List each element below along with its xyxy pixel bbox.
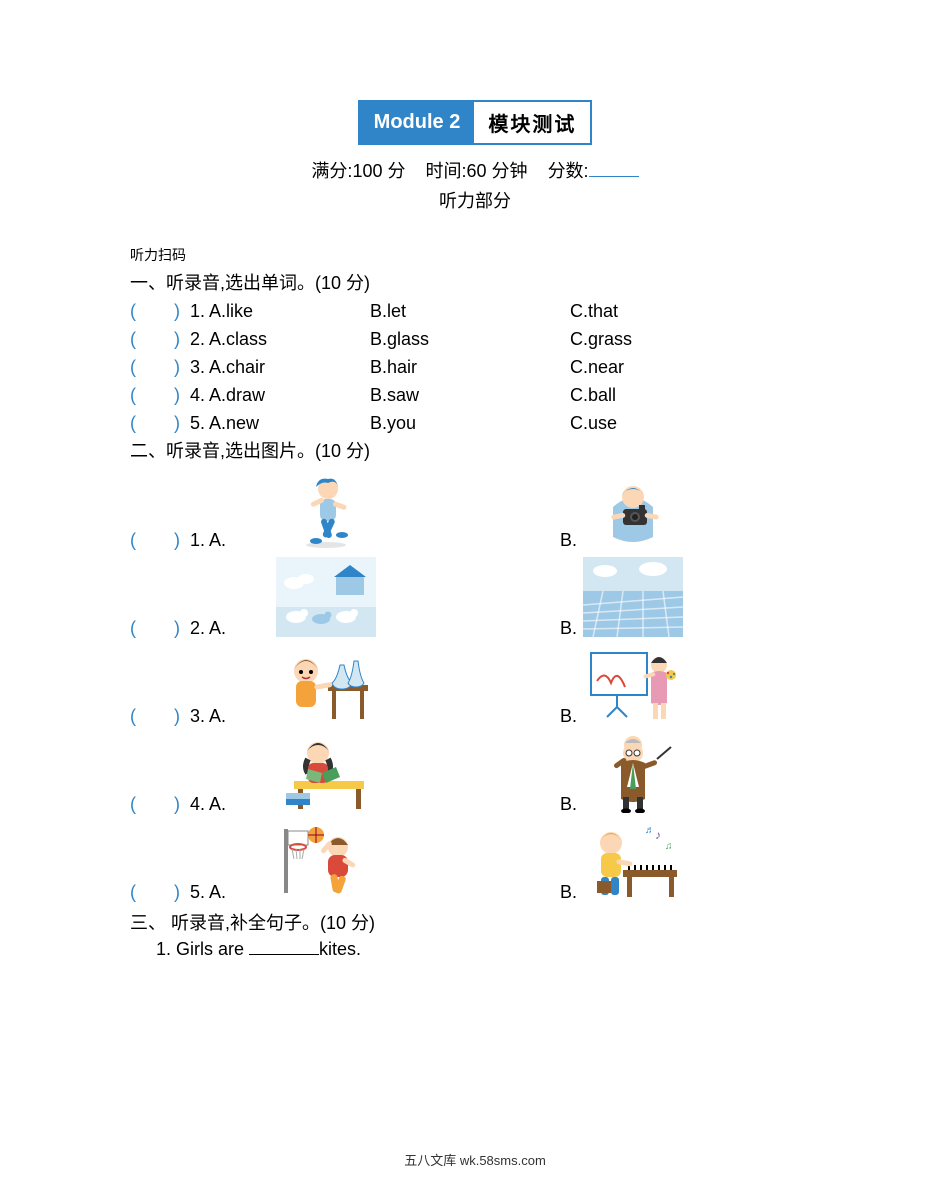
- score-label: 分数:: [548, 161, 589, 181]
- girl-reading-icon: [276, 733, 376, 813]
- q2-row: ()5. A. B. ♪ ♫ ♬: [130, 821, 820, 903]
- module-banner: Module 2 模块测试: [130, 100, 820, 145]
- paren-open: (: [130, 882, 146, 903]
- paren-open: (: [130, 297, 146, 325]
- q2-rows: ()1. A. B. ()2. A. B. ()3. A.: [130, 469, 820, 903]
- module-left: Module 2: [360, 102, 475, 143]
- q1-opt-a: 5. A.new: [190, 409, 370, 437]
- q1-opt-c: C.use: [570, 409, 820, 437]
- paren-close: ): [174, 618, 190, 639]
- q3-s1-post: kites.: [319, 939, 361, 959]
- section-listen-title: 听力部分: [130, 187, 820, 213]
- q2-row: ()4. A. B.: [130, 733, 820, 815]
- time-label: 时间:: [426, 161, 467, 181]
- info-line: 满分:100 分 时间:60 分钟 分数:: [130, 157, 820, 183]
- q2-label-b: B.: [560, 882, 577, 903]
- q1-rows: ()1. A.likeB.letC.that()2. A.classB.glas…: [130, 297, 820, 437]
- q2-num: 1. A.: [190, 530, 226, 551]
- q3-s1-pre: 1. Girls are: [156, 939, 249, 959]
- q1-opt-a: 1. A.like: [190, 297, 370, 325]
- q1-opt-a: 3. A.chair: [190, 353, 370, 381]
- q2-num: 5. A.: [190, 882, 226, 903]
- paren-close: ): [174, 706, 190, 727]
- q1-opt-c: C.grass: [570, 325, 820, 353]
- q1-opt-b: B.glass: [370, 325, 570, 353]
- running-boy-icon: [276, 469, 376, 549]
- paren-close: ): [174, 297, 190, 325]
- paren-close: ): [174, 882, 190, 903]
- module-box: Module 2 模块测试: [358, 100, 593, 145]
- q1-opt-b: B.let: [370, 297, 570, 325]
- q2-label-b: B.: [560, 706, 577, 727]
- module-right: 模块测试: [474, 102, 590, 143]
- q1-opt-b: B.you: [370, 409, 570, 437]
- photographer-icon: [583, 469, 683, 549]
- paren-close: ): [174, 530, 190, 551]
- q1-opt-c: C.ball: [570, 381, 820, 409]
- paren-close: ): [174, 381, 190, 409]
- q3-s1-blank[interactable]: [249, 937, 319, 955]
- paren-close: ): [174, 353, 190, 381]
- conductor-icon: [583, 733, 683, 813]
- q1-row: ()4. A.drawB.sawC.ball: [130, 381, 820, 409]
- paren-open: (: [130, 530, 146, 551]
- q1-opt-b: B.saw: [370, 381, 570, 409]
- paren-close: ): [174, 409, 190, 437]
- paren-open: (: [130, 618, 146, 639]
- paren-close: ): [174, 794, 190, 815]
- q1-opt-a: 2. A.class: [190, 325, 370, 353]
- q3-sentence-1: 1. Girls are kites.: [156, 937, 820, 960]
- piano-boy-icon: ♪ ♫ ♬: [583, 821, 683, 901]
- q2-num: 2. A.: [190, 618, 226, 639]
- teacher-board-icon: [583, 645, 683, 725]
- paren-open: (: [130, 325, 146, 353]
- basketball-boy-icon: [276, 821, 376, 901]
- q2-row: ()2. A. B.: [130, 557, 820, 639]
- svg-text:♪: ♪: [655, 828, 661, 842]
- q2-label-b: B.: [560, 794, 577, 815]
- q1-opt-c: C.near: [570, 353, 820, 381]
- q1-title: 一、听录音,选出单词。(10 分): [130, 269, 820, 295]
- farm-animals-icon: [276, 557, 376, 637]
- paren-open: (: [130, 706, 146, 727]
- scan-label: 听力扫码: [130, 245, 820, 265]
- full-value: 100 分: [352, 161, 405, 181]
- q1-row: ()3. A.chairB.hairC.near: [130, 353, 820, 381]
- q2-label-b: B.: [560, 618, 577, 639]
- q2-num: 3. A.: [190, 706, 226, 727]
- paren-open: (: [130, 381, 146, 409]
- time-value: 60 分钟: [467, 161, 528, 181]
- science-boy-icon: [276, 645, 376, 725]
- q1-opt-a: 4. A.draw: [190, 381, 370, 409]
- paren-open: (: [130, 409, 146, 437]
- q1-opt-c: C.that: [570, 297, 820, 325]
- svg-text:♫: ♫: [665, 841, 673, 852]
- q1-row: ()5. A.newB.youC.use: [130, 409, 820, 437]
- q1-opt-b: B.hair: [370, 353, 570, 381]
- q2-label-b: B.: [560, 530, 577, 551]
- q2-row: ()3. A. B.: [130, 645, 820, 727]
- svg-text:♬: ♬: [645, 825, 655, 836]
- q2-row: ()1. A. B.: [130, 469, 820, 551]
- paren-open: (: [130, 353, 146, 381]
- score-blank[interactable]: [589, 159, 639, 177]
- q3-title: 三、 听录音,补全句子。(10 分): [130, 909, 820, 935]
- q2-num: 4. A.: [190, 794, 226, 815]
- footer: 五八文库 wk.58sms.com: [0, 1150, 950, 1169]
- full-label: 满分:: [311, 161, 352, 181]
- field-icon: [583, 557, 683, 637]
- q2-title: 二、听录音,选出图片。(10 分): [130, 437, 820, 463]
- q1-row: ()2. A.classB.glassC.grass: [130, 325, 820, 353]
- q1-row: ()1. A.likeB.letC.that: [130, 297, 820, 325]
- paren-open: (: [130, 794, 146, 815]
- paren-close: ): [174, 325, 190, 353]
